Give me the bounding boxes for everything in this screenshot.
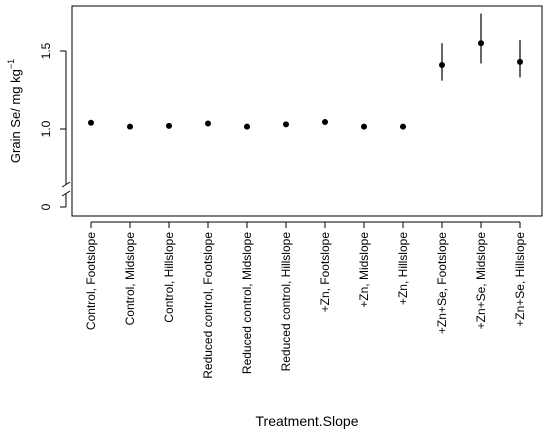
data-point: [127, 123, 133, 130]
x-tick-label: +Zn+Se, Midslope: [474, 232, 488, 330]
x-tick-label: Reduced control, Midslope: [240, 232, 254, 374]
data-point: [322, 118, 328, 125]
data-point: [361, 123, 367, 130]
axis-break-mark: [61, 190, 71, 197]
y-tick-label: 1.0: [39, 120, 53, 137]
y-axis-title-superscript: −1: [6, 59, 16, 69]
data-points: [88, 13, 523, 130]
data-point: [166, 122, 172, 129]
x-tick-label: Control, Hillslope: [162, 232, 176, 323]
data-point: [244, 123, 250, 130]
y-tick-label: 0: [39, 203, 53, 210]
x-tick-label: Reduced control, Footslope: [201, 232, 215, 379]
x-axis-title: Treatment.Slope: [256, 413, 359, 429]
data-point: [283, 121, 289, 128]
plot-frame: [71, 5, 543, 217]
x-tick-label: +Zn, Footslope: [318, 232, 332, 313]
data-point: [205, 120, 211, 127]
y-axis-title-main: Grain Se/ mg kg: [8, 69, 23, 163]
x-tick-label: Reduced control, Hillslope: [279, 232, 293, 372]
x-axis: Control, Footslope Control, Midslope Contr…: [84, 221, 527, 379]
x-tick-label: +Zn, Midslope: [357, 232, 371, 308]
y-tick-label: 1.5: [39, 42, 53, 59]
data-point: [517, 58, 523, 65]
data-point: [400, 123, 406, 130]
y-axis: 0 1.0 1.5: [39, 42, 71, 210]
x-tick-label: Control, Midslope: [123, 232, 137, 326]
data-point: [478, 40, 484, 47]
x-tick-label: Control, Footslope: [84, 232, 98, 330]
x-tick-label: +Zn+Se, Hillslope: [513, 232, 527, 327]
x-tick-label: +Zn, Hillslope: [396, 232, 410, 305]
data-point: [88, 119, 94, 126]
x-tick-label: +Zn+Se, Footslope: [435, 232, 449, 334]
data-point: [439, 62, 445, 69]
y-axis-title: Grain Se/ mg kg−1: [6, 59, 23, 163]
axis-break-mark: [61, 181, 71, 188]
